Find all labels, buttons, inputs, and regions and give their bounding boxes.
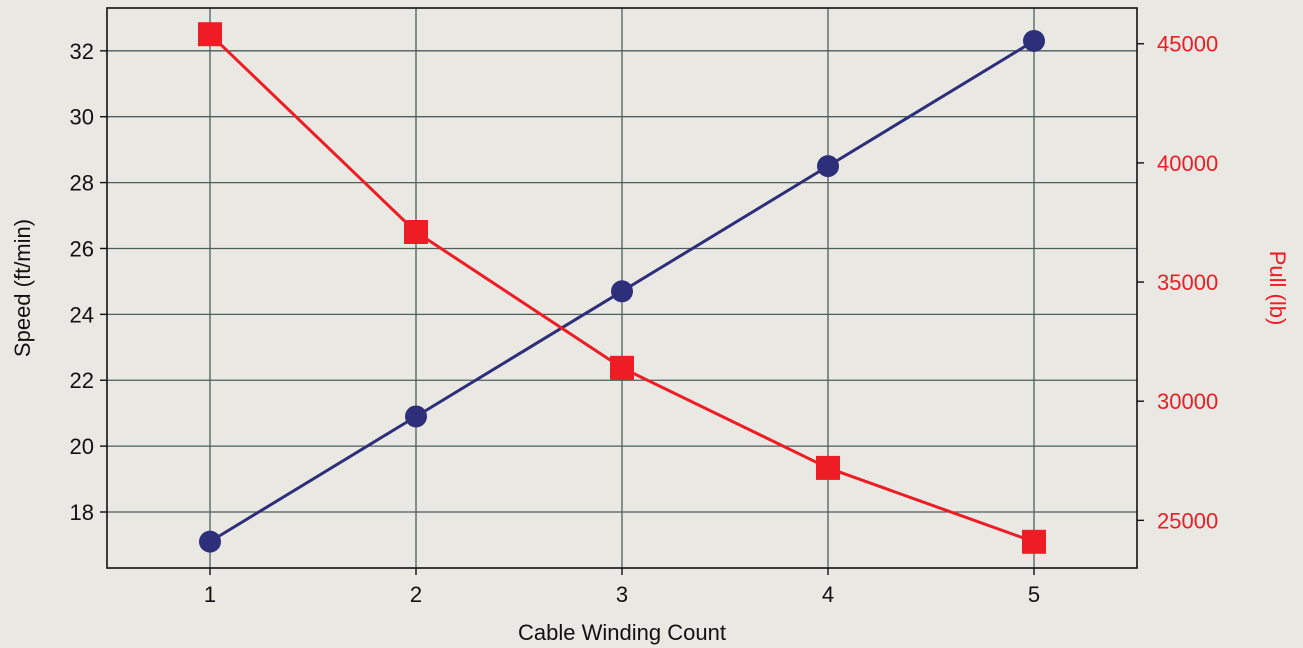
y-tick-label: 28 bbox=[70, 171, 94, 196]
x-axis-title: Cable Winding Count bbox=[518, 620, 726, 645]
y-tick-label: 30 bbox=[70, 105, 94, 130]
y-tick-label: 20 bbox=[70, 434, 94, 459]
series-1-point bbox=[1023, 29, 1045, 52]
y2-tick-label: 45000 bbox=[1157, 32, 1218, 57]
x-tick-label: 2 bbox=[410, 582, 422, 607]
series-2-point bbox=[198, 22, 222, 47]
series-2-point bbox=[610, 355, 634, 380]
series-markers bbox=[198, 22, 1046, 554]
series-1-point bbox=[405, 405, 427, 428]
series-1-point bbox=[611, 280, 633, 303]
x-tick-label: 5 bbox=[1028, 582, 1040, 607]
series-1-point bbox=[199, 530, 221, 553]
x-tick-label: 4 bbox=[822, 582, 834, 607]
series-2-point bbox=[404, 220, 428, 244]
y2-axis-title: Pull (lb) bbox=[1265, 251, 1290, 326]
y2-tick-label: 25000 bbox=[1157, 508, 1218, 533]
y-axis-title: Speed (ft/min) bbox=[10, 219, 35, 357]
series-1-point bbox=[817, 155, 839, 178]
y-tick-label: 32 bbox=[70, 39, 94, 64]
y2-tick-label: 35000 bbox=[1157, 270, 1218, 295]
y2-tick-label: 40000 bbox=[1157, 151, 1218, 176]
ticks: 1 2 3 4 5 18 20 22 24 26 28 30 32 25000 30000 35000 4000… bbox=[70, 32, 1219, 607]
series-2-point bbox=[816, 455, 840, 480]
y-tick-label: 24 bbox=[70, 302, 94, 327]
x-tick-label: 1 bbox=[204, 582, 216, 607]
x-tick-label: 3 bbox=[616, 582, 628, 607]
y-tick-label: 26 bbox=[70, 236, 94, 261]
y-tick-label: 18 bbox=[70, 500, 94, 525]
y2-tick-label: 30000 bbox=[1157, 389, 1218, 414]
y-tick-label: 22 bbox=[70, 368, 94, 393]
series-2-point bbox=[1022, 529, 1046, 554]
